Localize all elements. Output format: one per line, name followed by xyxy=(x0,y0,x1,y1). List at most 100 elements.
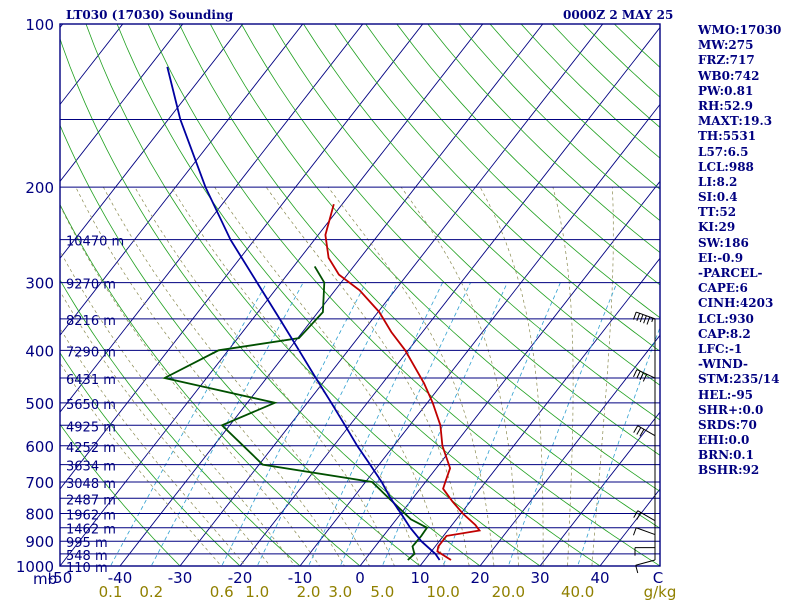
index-entry: MAXT:19.3 xyxy=(698,114,773,129)
mixing-ratio-unit-label: g/kg xyxy=(644,583,677,600)
temperature-tick-label: 10 xyxy=(410,569,429,587)
pressure-label: 100 xyxy=(25,16,54,34)
isotherm xyxy=(60,24,304,336)
moist-adiabat xyxy=(327,186,495,566)
isotherm xyxy=(60,24,364,413)
index-entry: TT:52 xyxy=(698,205,737,220)
index-entry: LCL:988 xyxy=(698,159,754,174)
pressure-label: 200 xyxy=(25,179,54,197)
index-entry: WMO:17030 xyxy=(698,23,782,37)
mixing-ratio-line xyxy=(507,282,618,566)
temperature-tick-label: 40 xyxy=(590,569,609,587)
index-entry: FRZ:717 xyxy=(698,53,755,68)
wind-barb-staff xyxy=(636,369,656,379)
wind-barb xyxy=(635,559,656,574)
mixing-ratio-line xyxy=(381,282,508,566)
mixing-ratio-label: 10.0 xyxy=(426,583,459,600)
pressure-unit-label: mb xyxy=(33,570,57,588)
height-label: 548 m xyxy=(66,549,108,564)
temperature-tick-label: -10 xyxy=(288,569,313,587)
index-entry: LCL:930 xyxy=(698,311,754,326)
moist-adiabat xyxy=(591,187,614,566)
height-label: 3048 m xyxy=(66,477,116,492)
mixing-ratio-line xyxy=(150,282,304,566)
mixing-ratio-label: 5.0 xyxy=(370,583,394,600)
wind-barb-staff xyxy=(636,311,656,320)
temperature-tick-label: -30 xyxy=(168,569,193,587)
index-entry: LFC:-1 xyxy=(698,341,743,356)
moist-adiabat xyxy=(103,187,370,566)
index-entry: MW:275 xyxy=(698,38,754,53)
wind-barb xyxy=(634,547,655,556)
height-label: 4252 m xyxy=(66,441,116,456)
moist-adiabat xyxy=(400,186,519,566)
pressure-label: 300 xyxy=(25,275,54,293)
wind-barb-flag xyxy=(646,316,651,325)
profile-series-0 xyxy=(324,203,482,561)
moist-adiabat xyxy=(265,186,470,566)
index-entry: BSHR:92 xyxy=(698,463,760,478)
profile-series-2 xyxy=(166,66,441,561)
stability-indices-panel: WMO:17030 MW:275 FRZ:717 WB0:742 PW:0.81 RH:5… xyxy=(698,23,781,479)
height-label: 3634 m xyxy=(66,460,116,475)
wind-barb-flag xyxy=(633,311,637,320)
height-label: 8216 m xyxy=(66,314,116,329)
moist-adiabat xyxy=(134,187,395,566)
isotherm xyxy=(539,411,660,566)
mixing-ratio-label: 0.1 xyxy=(99,583,123,600)
isotherm xyxy=(359,180,660,566)
mixing-ratio-label: 0.6 xyxy=(210,583,234,600)
mixing-ratio-label: 40.0 xyxy=(561,583,594,600)
mixing-ratio-line xyxy=(256,282,398,566)
height-labels: 10470 m 9270 m 8216 m 7290 m 6431 m 5650 m 492… xyxy=(66,235,124,576)
isotherm xyxy=(419,257,660,566)
dry-adiabat xyxy=(60,423,181,566)
wind-barb xyxy=(633,527,656,536)
isotherm xyxy=(60,24,244,260)
index-entry: SHR+:0.0 xyxy=(698,402,764,417)
wind-barb xyxy=(633,369,656,382)
moist-adiabat xyxy=(552,187,574,566)
height-label: 995 m xyxy=(66,536,108,551)
wind-barb xyxy=(633,510,656,522)
temperature-tick-label: -40 xyxy=(108,569,133,587)
index-entry: -WIND- xyxy=(698,357,748,372)
mixing-ratio-line xyxy=(110,282,268,566)
wind-barb-staff xyxy=(635,559,656,566)
wind-barb-flag xyxy=(639,429,645,437)
isotherm xyxy=(60,24,184,183)
mixing-ratio-line xyxy=(577,326,660,566)
profile-series-1 xyxy=(161,265,429,561)
isotherm xyxy=(60,24,484,566)
index-entry: PW:0.81 xyxy=(698,83,754,98)
temperature-tick-label: 30 xyxy=(530,569,549,587)
mixing-ratio-label: 20.0 xyxy=(492,583,525,600)
mixing-ratio-label: 2.0 xyxy=(297,583,321,600)
wind-barb-half-flag xyxy=(651,318,654,323)
wind-barbs xyxy=(633,311,656,574)
height-label: 5650 m xyxy=(66,398,116,413)
moist-adiabat xyxy=(214,187,445,566)
index-entry: RH:52.9 xyxy=(698,98,753,113)
temperature-tick-label: -50 xyxy=(48,569,73,587)
height-label: 10470 m xyxy=(66,235,124,250)
moist-adiabat xyxy=(479,187,544,566)
wind-barb-flag xyxy=(639,372,644,381)
wind-barb-flag xyxy=(633,510,639,518)
wind-barb-staff xyxy=(636,527,656,536)
temperature-tick-label: -20 xyxy=(228,569,253,587)
index-entry: BRN:0.1 xyxy=(698,448,754,463)
mixing-ratio-line xyxy=(442,282,561,566)
pressure-label: 500 xyxy=(25,395,54,413)
plot-border xyxy=(59,23,661,567)
index-entry: CINH:4203 xyxy=(698,296,774,311)
temperature-tick-label: 0 xyxy=(355,569,365,587)
height-label: 1462 m xyxy=(66,523,116,538)
wind-barb xyxy=(633,425,656,437)
temperature-tick-label: 20 xyxy=(470,569,489,587)
isotherm xyxy=(119,24,544,566)
mixing-ratio-line xyxy=(339,282,471,566)
height-label: 110 m xyxy=(66,561,108,576)
pressure-label: 600 xyxy=(25,438,54,456)
